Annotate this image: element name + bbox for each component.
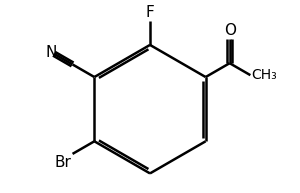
Text: N: N (46, 45, 57, 60)
Text: Br: Br (54, 155, 71, 170)
Text: CH₃: CH₃ (252, 68, 278, 82)
Text: F: F (146, 5, 154, 20)
Text: O: O (224, 23, 236, 38)
